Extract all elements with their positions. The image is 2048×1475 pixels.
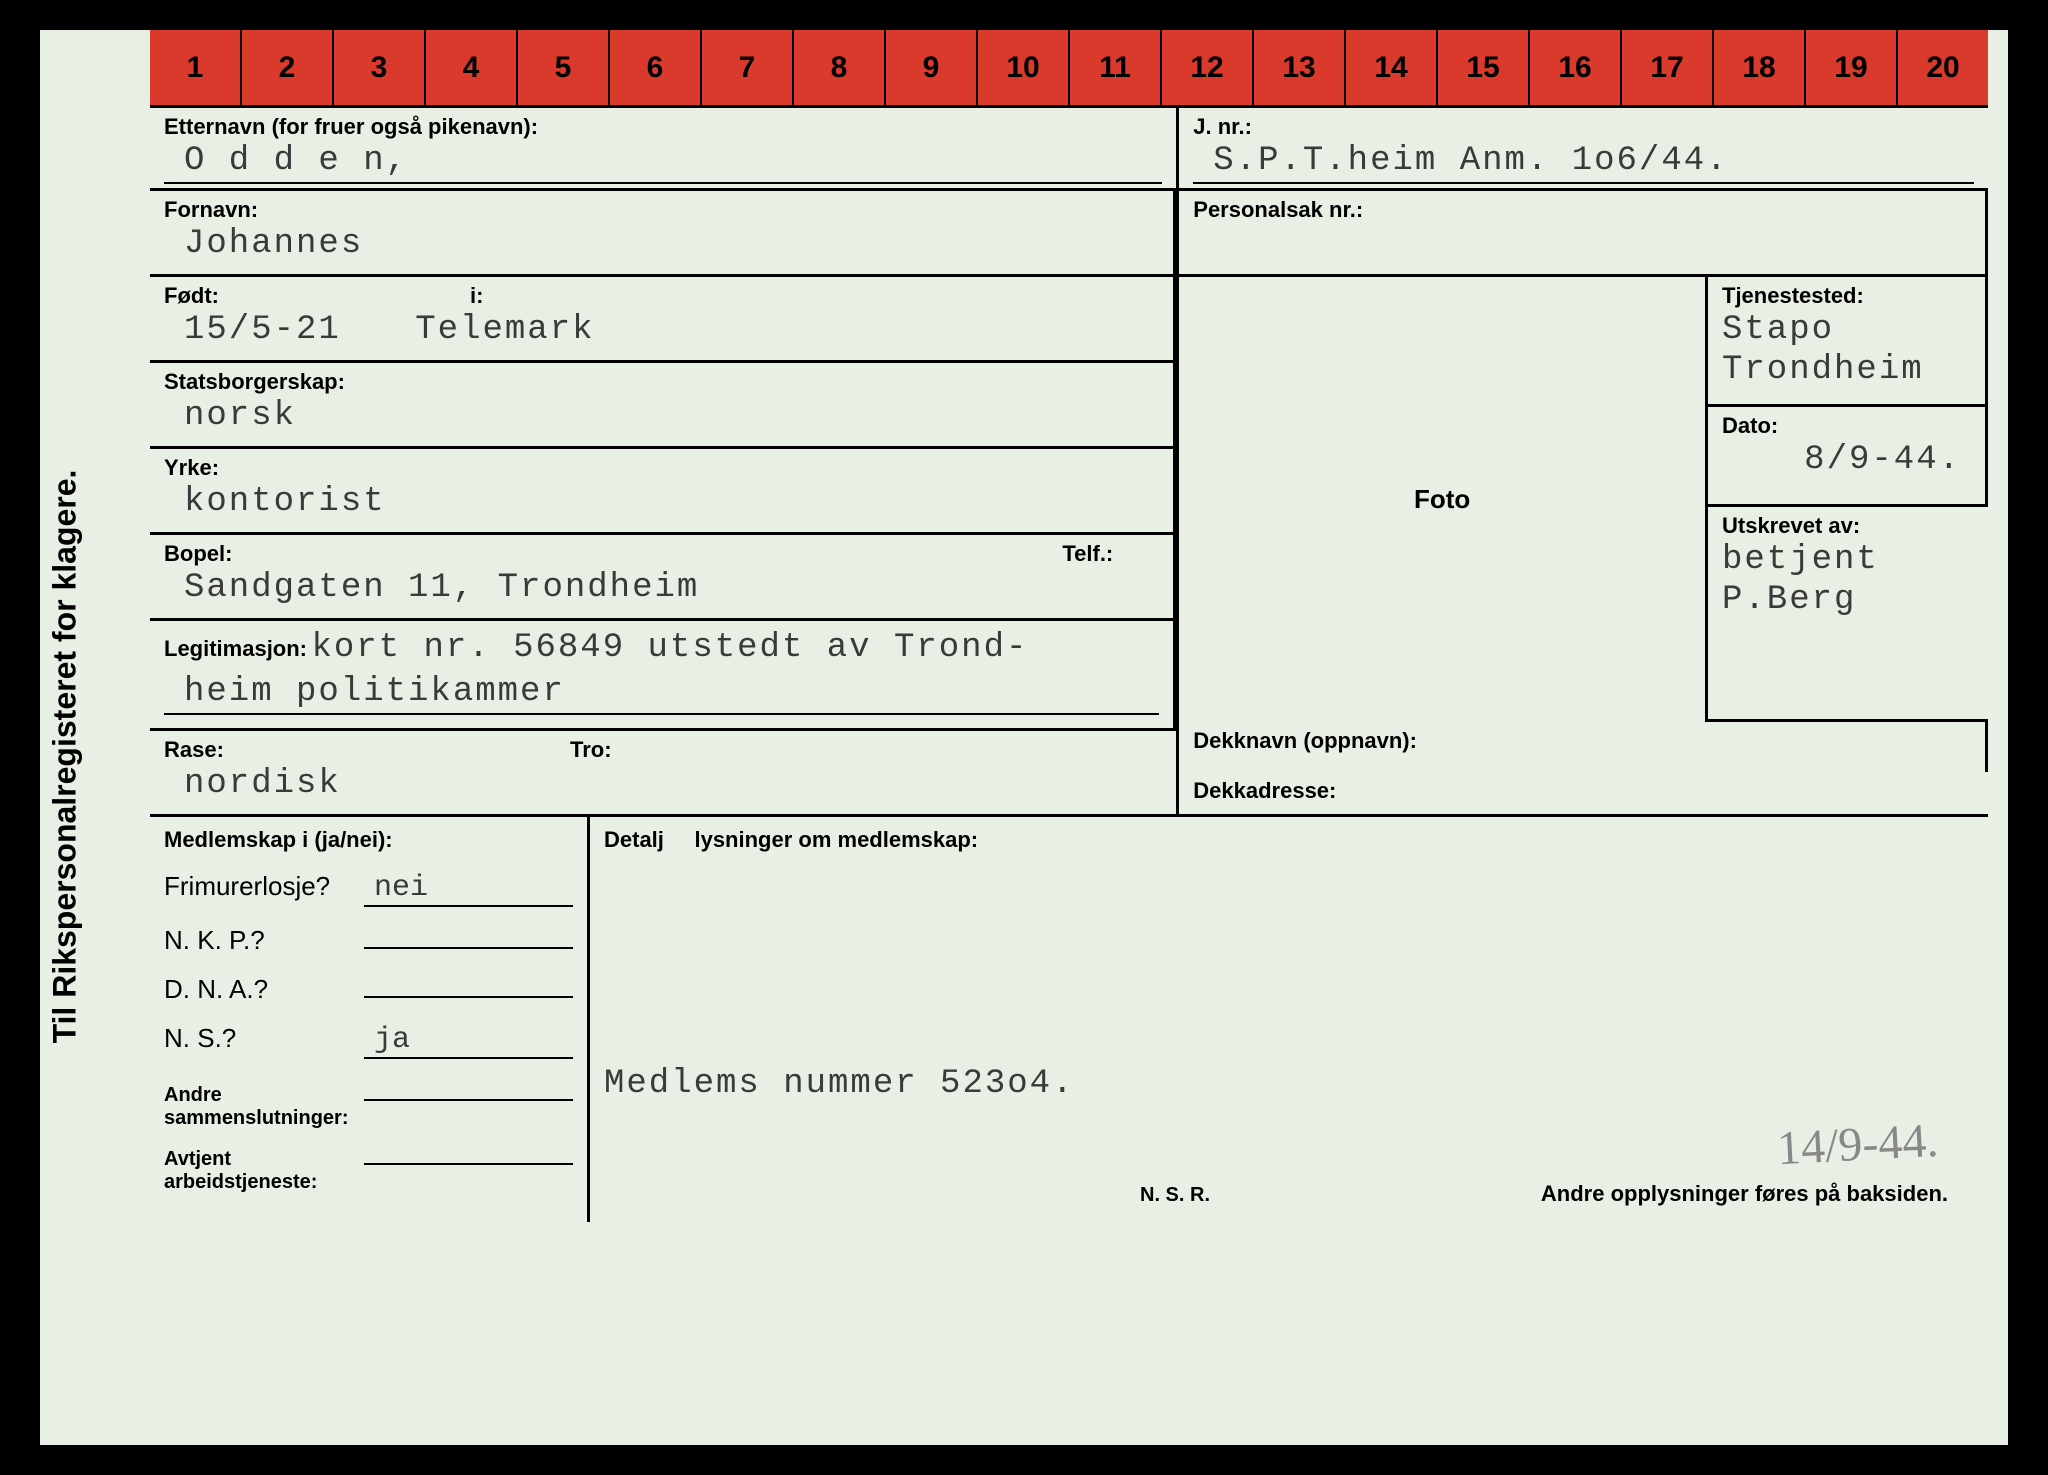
ns-q: N. S.? [164,1023,364,1054]
registration-card: Til Rikspersonalregisteret for klagere. … [40,30,2008,1445]
ruler-cell: 1 [150,30,240,105]
other-org-label: Andre sammenslutninger: [164,1084,364,1130]
ruler-cell: 3 [332,30,424,105]
race-value: nordisk [184,765,341,803]
station-value-1: Stapo [1722,311,1834,349]
occupation-value: kontorist [184,483,386,521]
jnr-label: J. nr.: [1193,114,1974,140]
nsr-mark: N. S. R. [1140,1184,1210,1207]
membership-detail-label: Detalj lysninger om medlemskap: [604,827,1974,853]
born-cell: Født: i: 15/5-21 Telemark [150,277,1176,363]
telf-label: Telf.: [1062,541,1113,567]
side-caption: Til Rikspersonalregisteret for klagere. [47,469,84,1043]
alias-addr-label: Dekkadresse: [1193,778,1974,804]
citizenship-value: norsk [184,397,296,435]
ruler-cell: 16 [1528,30,1620,105]
freemason-q: Frimurerlosje? [164,871,364,902]
ruler-cell: 18 [1712,30,1804,105]
alias-addr-cell: Dekkadresse: [1179,772,1988,817]
legitimation-cell: Legitimasjon: kort nr. 56849 utstedt av … [150,621,1176,731]
alias-label: Dekknavn (oppnavn): [1193,728,1971,754]
photo-label: Foto [1414,484,1470,515]
other-org-value [364,1099,573,1101]
issued-by-value-2: P.Berg [1722,581,1856,619]
residence-value: Sandgaten 11, Trondheim [184,569,699,607]
ruler-cell: 5 [516,30,608,105]
occupation-label: Yrke: [164,455,1159,481]
ruler-cell: 9 [884,30,976,105]
firstname-label: Fornavn: [164,197,1159,223]
date-cell: Dato: 8/9-44. [1708,407,1988,507]
citizenship-cell: Statsborgerskap: norsk [150,363,1176,449]
station-cell: Tjenestested: Stapo Trondheim [1708,277,1988,407]
photo-area: Foto [1179,277,1708,722]
issued-by-value-1: betjent [1722,541,1879,579]
faith-label: Tro: [570,737,612,763]
personalsak-label: Personalsak nr.: [1193,197,1971,223]
surname-label: Etternavn (for fruer også pikenavn): [164,114,1162,140]
jnr-value: S.P.T.heim Anm. 1o6/44. [1213,142,1728,180]
issued-by-label: Utskrevet av: [1722,513,1974,539]
ruler-cell: 11 [1068,30,1160,105]
ruler-cell: 17 [1620,30,1712,105]
bornin-label: i: [470,283,483,309]
date-label: Dato: [1722,413,1971,439]
alias-cell: Dekknavn (oppnavn): [1179,722,1988,772]
residence-label: Bopel: [164,541,1159,567]
ruler-cell: 8 [792,30,884,105]
ruler-cell: 15 [1436,30,1528,105]
freemason-a: nei [364,871,573,907]
legitimation-label: Legitimasjon: [164,636,307,661]
labor-value [364,1163,573,1165]
legitimation-value-2: heim politikammer [184,673,565,711]
ns-detail-value: Medlems nummer 523o4. [604,1065,1074,1103]
dna-a [364,996,573,998]
race-cell: Rase: Tro: nordisk [150,731,1176,817]
labor-label: Avtjent arbeidstjeneste: [164,1148,364,1194]
race-label: Rase: [164,737,1162,763]
membership-section: Medlemskap i (ja/nei): Frimurerlosje? ne… [150,817,1988,1222]
jnr-cell: J. nr.: S.P.T.heim Anm. 1o6/44. [1179,108,1988,188]
station-label: Tjenestested: [1722,283,1971,309]
occupation-cell: Yrke: kontorist [150,449,1176,535]
ruler-cell: 2 [240,30,332,105]
form-body: Etternavn (for fruer også pikenavn): O d… [150,108,1988,1222]
dna-q: D. N. A.? [164,974,364,1005]
legitimation-value-1: kort nr. 56849 utstedt av Trond- [311,629,1028,667]
ruler-cell: 4 [424,30,516,105]
nkp-q: N. K. P.? [164,925,364,956]
bornin-value: Telemark [415,311,594,349]
ruler-cell: 13 [1252,30,1344,105]
residence-cell: Bopel: Telf.: Sandgaten 11, Trondheim [150,535,1176,621]
ruler-cell: 12 [1160,30,1252,105]
ruler-cell: 19 [1804,30,1896,105]
number-ruler: 1 2 3 4 5 6 7 8 9 10 11 12 13 14 15 16 1… [150,30,1988,108]
surname-value: O d d e n, [184,142,408,180]
born-label: Født: [164,283,1159,309]
station-value-2: Trondheim [1722,351,1924,389]
membership-label: Medlemskap i (ja/nei): [164,827,573,853]
born-value: 15/5-21 [184,311,341,349]
ruler-cell: 7 [700,30,792,105]
ruler-cell: 14 [1344,30,1436,105]
ruler-cell: 20 [1896,30,1988,105]
nkp-a [364,947,573,949]
ns-a: ja [364,1023,573,1059]
issued-by-cell: Utskrevet av: betjent P.Berg [1708,507,1988,722]
ruler-cell: 10 [976,30,1068,105]
footer-note: Andre opplysninger føres på baksiden. [1541,1181,1948,1207]
citizenship-label: Statsborgerskap: [164,369,1159,395]
pencil-annotation: 14/9-44. [1775,1113,1939,1176]
date-value: 8/9-44. [1804,441,1961,479]
firstname-value: Johannes [184,225,363,263]
surname-cell: Etternavn (for fruer også pikenavn): O d… [150,108,1179,188]
scan-frame: Til Rikspersonalregisteret for klagere. … [0,0,2048,1475]
ruler-cell: 6 [608,30,700,105]
firstname-cell: Fornavn: Johannes [150,191,1176,277]
personalsak-cell: Personalsak nr.: [1179,191,1988,277]
